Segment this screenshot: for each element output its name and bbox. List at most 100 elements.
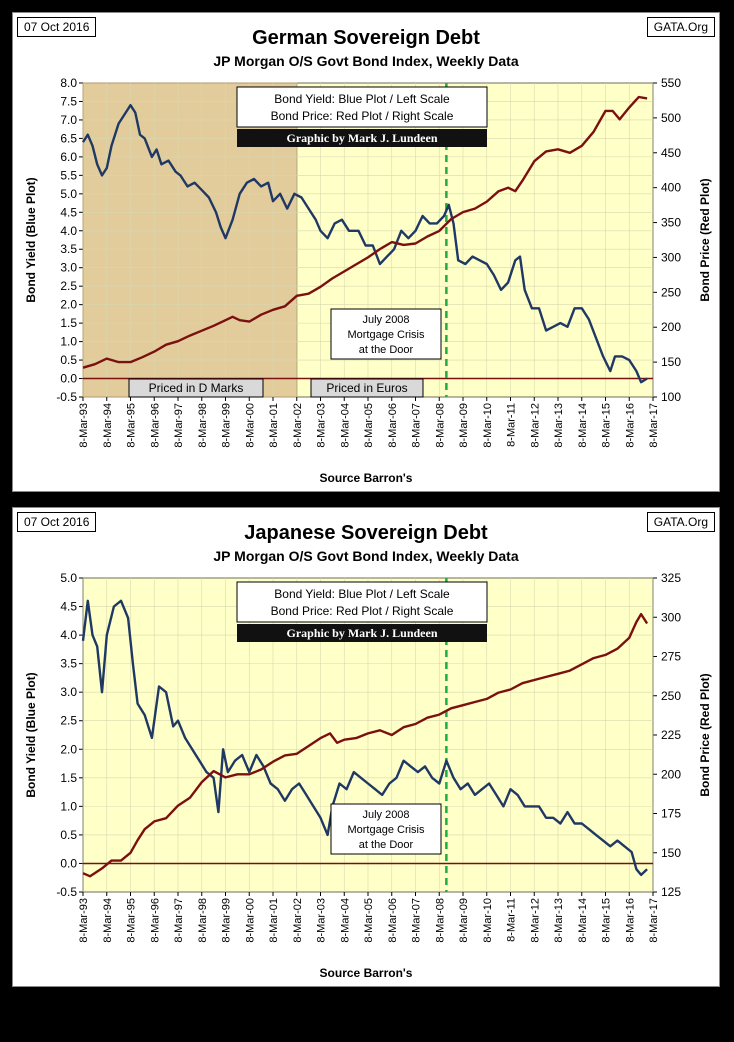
- x-tick-label: 8-Mar-09: [458, 898, 470, 943]
- y-left-tick-label: 3.5: [60, 657, 77, 671]
- y-left-tick-label: 5.0: [60, 571, 77, 585]
- x-tick-label: 8-Mar-03: [316, 403, 328, 448]
- y-left-axis-label: Bond Yield (Blue Plot): [24, 177, 38, 302]
- x-tick-label: 8-Mar-13: [553, 403, 565, 448]
- chart-title: Japanese Sovereign Debt: [244, 522, 488, 544]
- y-left-tick-label: 4.0: [60, 224, 77, 238]
- y-left-tick-label: 6.5: [60, 131, 77, 145]
- chart-subtitle: JP Morgan O/S Govt Bond Index, Weekly Da…: [213, 53, 519, 69]
- credit-label: Graphic by Mark J. Lundeen: [286, 626, 437, 640]
- x-tick-label: 8-Mar-99: [221, 403, 233, 448]
- y-left-tick-label: 1.5: [60, 771, 77, 785]
- y-right-axis-label: Bond Price (Red Plot): [698, 178, 712, 301]
- annotation-text: July 2008: [362, 809, 409, 821]
- y-left-tick-label: 2.0: [60, 742, 77, 756]
- x-tick-label: 8-Mar-02: [292, 403, 304, 448]
- x-tick-label: 8-Mar-97: [173, 898, 185, 943]
- y-left-tick-label: 4.0: [60, 628, 77, 642]
- y-right-tick-label: 250: [661, 285, 681, 299]
- german-chart-svg: 8.0 7.5 7.0 6.5 6.0 5.5 5.0 4.5 4.0 3.5 3.0 2.5 2.0 1…: [24, 76, 712, 448]
- annotation-text: July 2008: [362, 314, 409, 326]
- bond-yield-line: [81, 599, 648, 877]
- x-tick-label: 8-Mar-07: [411, 403, 423, 448]
- x-tick-label: 8-Mar-05: [363, 898, 375, 943]
- legend-line-price: Bond Price: Red Plot / Right Scale: [271, 604, 454, 618]
- x-tick-label: 8-Mar-01: [268, 898, 280, 943]
- x-tick-label: 8-Mar-05: [363, 403, 375, 448]
- x-tick-label: 8-Mar-00: [244, 898, 256, 943]
- x-tick-label: 8-Mar-04: [339, 898, 351, 943]
- y-right-tick-label: 225: [661, 728, 681, 742]
- y-right-tick-label: 100: [661, 390, 681, 404]
- annotation-box: [330, 803, 442, 855]
- y-left-tick-label: 0.0: [60, 856, 77, 870]
- y-right-tick-label: 400: [661, 181, 681, 195]
- legend-box: [236, 581, 488, 623]
- credit-label: Graphic by Mark J. Lundeen: [286, 131, 437, 145]
- y-left-tick-label: 6.0: [60, 150, 77, 164]
- y-right-tick-label: 200: [661, 320, 681, 334]
- y-right-tick-label: 175: [661, 807, 681, 821]
- y-right-tick-label: 250: [661, 689, 681, 703]
- y-left-tick-label: 5.5: [60, 168, 77, 182]
- annotation-box: [330, 308, 442, 360]
- credit-box: [237, 129, 487, 147]
- x-tick-label: 8-Mar-11: [506, 403, 518, 447]
- y-right-tick-label: 450: [661, 146, 681, 160]
- y-right-tick-label: 500: [661, 111, 681, 125]
- x-tick-label: 8-Mar-17: [648, 403, 660, 448]
- y-left-tick-label: 3.0: [60, 261, 77, 275]
- annotation-text: at the Door: [359, 839, 414, 851]
- x-tick-label: 8-Mar-94: [102, 898, 114, 943]
- y-left-tick-label: 0.0: [60, 372, 77, 386]
- region-label-dmarks: Priced in D Marks: [149, 381, 244, 395]
- y-left-tick-label: 2.5: [60, 279, 77, 293]
- x-tick-label: 8-Mar-98: [197, 898, 209, 943]
- y-left-axis-label: Bond Yield (Blue Plot): [24, 672, 38, 797]
- x-axis-title: Source Barron's: [319, 471, 413, 485]
- y-right-tick-label: 325: [661, 571, 681, 585]
- legend-line-yield: Bond Yield: Blue Plot / Left Scale: [274, 92, 450, 106]
- annotation-text: Mortgage Crisis: [347, 329, 425, 341]
- y-right-tick-label: 150: [661, 846, 681, 860]
- german-chart-panel: 07 Oct 2016 GATA.Org German Sovereign De…: [12, 12, 720, 492]
- legend-line-price: Bond Price: Red Plot / Right Scale: [271, 109, 454, 123]
- y-left-tick-label: 1.5: [60, 316, 77, 330]
- chart-subtitle: JP Morgan O/S Govt Bond Index, Weekly Da…: [213, 548, 519, 564]
- x-tick-label: 8-Mar-00: [244, 403, 256, 448]
- y-right-tick-label: 550: [661, 76, 681, 90]
- y-left-tick-label: 3.0: [60, 685, 77, 699]
- chart-title: German Sovereign Debt: [252, 27, 480, 49]
- y-right-tick-label: 150: [661, 355, 681, 369]
- bond-price-line: [82, 95, 648, 369]
- y-left-tick-label: 0.5: [60, 353, 77, 367]
- credit-box: [237, 624, 487, 642]
- bond-price-line: [82, 612, 649, 878]
- x-tick-label: 8-Mar-12: [529, 403, 541, 448]
- y-left-tick-label: 2.0: [60, 298, 77, 312]
- x-tick-label: 8-Mar-16: [624, 898, 636, 943]
- x-tick-label: 8-Mar-16: [624, 403, 636, 448]
- x-tick-label: 8-Mar-08: [434, 898, 446, 943]
- y-right-tick-label: 300: [661, 610, 681, 624]
- x-tick-label: 8-Mar-98: [197, 403, 209, 448]
- date-tag: 07 Oct 2016: [17, 17, 97, 37]
- y-right-axis-label: Bond Price (Red Plot): [698, 673, 712, 796]
- y-left-tick-label: 0.5: [60, 828, 77, 842]
- x-tick-label: 8-Mar-07: [411, 898, 423, 943]
- y-left-tick-label: 8.0: [60, 76, 77, 90]
- y-right-tick-label: 300: [661, 250, 681, 264]
- y-right-tick-label: 200: [661, 767, 681, 781]
- y-left-tick-label: 2.5: [60, 714, 77, 728]
- x-tick-label: 8-Mar-11: [506, 898, 518, 942]
- region-label-box: [128, 378, 264, 398]
- y-left-tick-label: 3.5: [60, 242, 77, 256]
- site-tag: GATA.Org: [646, 17, 715, 37]
- x-tick-label: 8-Mar-93: [78, 898, 90, 943]
- x-tick-label: 8-Mar-10: [482, 403, 494, 448]
- x-tick-label: 8-Mar-95: [126, 403, 138, 448]
- x-tick-label: 8-Mar-01: [268, 403, 280, 448]
- y-right-tick-label: 125: [661, 885, 681, 899]
- y-left-tick-label: 4.5: [60, 600, 77, 614]
- x-tick-label: 8-Mar-09: [458, 403, 470, 448]
